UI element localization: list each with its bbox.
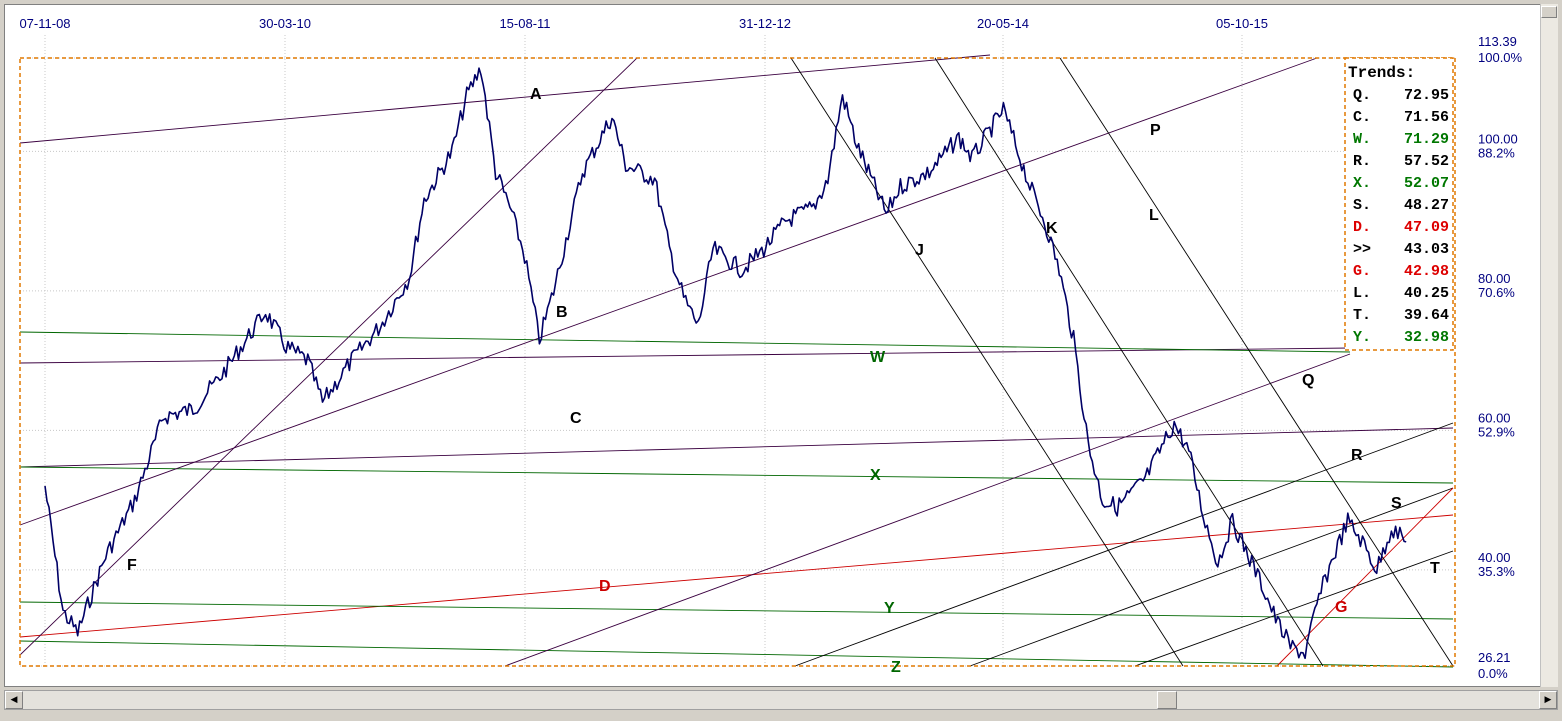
- trend-line: [1276, 487, 1454, 667]
- legend-entry-name: X.: [1353, 175, 1371, 192]
- legend-box: [1344, 57, 1454, 351]
- trend-label-k: K: [1046, 220, 1058, 237]
- trends-legend: Trends: Q. 72.95 C. 71.56 W. 71.29 R. 57.52 X. 52.…: [1344, 57, 1454, 351]
- scroll-thumb[interactable]: [1157, 691, 1177, 709]
- legend-entry-value: 57.52: [1404, 153, 1449, 170]
- legend-entry-value: 42.98: [1404, 263, 1449, 280]
- trend-label-p: P: [1150, 122, 1161, 139]
- legend-entry-value: 72.95: [1404, 87, 1449, 104]
- trend-label-g: G: [1335, 599, 1347, 616]
- x-tick-label: 15-08-11: [499, 16, 550, 31]
- trend-label-z: Z: [891, 659, 901, 676]
- trend-labels: A B C D F G J K L P Q R S T W X Y Z: [127, 86, 1440, 676]
- legend-entry-name: >>: [1353, 241, 1371, 258]
- scroll-right-button[interactable]: ▶: [1539, 691, 1557, 709]
- legend-entry-name: L.: [1353, 285, 1371, 302]
- x-tick-labels: 07-11-08 30-03-10 15-08-11 31-12-12 20-05-14…: [19, 16, 1268, 31]
- legend-entry-value: 39.64: [1404, 307, 1449, 324]
- x-tick-label: 20-05-14: [977, 16, 1029, 31]
- legend-entry-name: D.: [1353, 219, 1371, 236]
- y-tick-percent: 88.2%: [1478, 145, 1515, 160]
- trend-label-s: S: [1391, 495, 1402, 512]
- legend-entry-value: 52.07: [1404, 175, 1449, 192]
- trend-label-w: W: [870, 349, 886, 366]
- trend-label-a: A: [530, 86, 542, 103]
- y-tick-price: 40.00: [1478, 550, 1511, 565]
- legend-entry-name: G.: [1353, 263, 1371, 280]
- legend-entry-name: Q.: [1353, 87, 1371, 104]
- trend-line: [19, 466, 1454, 484]
- legend-entry-name: T.: [1353, 307, 1371, 324]
- trend-line: [969, 487, 1454, 667]
- y-tick-percent: 70.6%: [1478, 285, 1515, 300]
- trend-line: [504, 353, 1351, 667]
- trend-line: [19, 347, 1351, 364]
- legend-entry-value: 40.25: [1404, 285, 1449, 302]
- price-series-line: [44, 67, 1407, 660]
- trend-label-f: F: [127, 557, 137, 574]
- legend-entry-value: 71.56: [1404, 109, 1449, 126]
- y-tick-price: 100.00: [1478, 131, 1518, 146]
- x-tick-label: 30-03-10: [259, 16, 311, 31]
- y-tick-price: 113.39: [1478, 34, 1517, 49]
- legend-entry-value: 43.03: [1404, 241, 1449, 258]
- horizontal-scrollbar[interactable]: ◀ ▶: [4, 690, 1558, 710]
- trend-line: [19, 427, 1454, 468]
- y-tick-price: 26.21: [1478, 650, 1511, 665]
- trend-label-j: J: [915, 242, 924, 259]
- trend-line: [19, 640, 1454, 668]
- trend-line: [19, 57, 638, 656]
- trend-line: [19, 514, 1454, 638]
- trend-line: [1059, 57, 1454, 667]
- trend-lines: [19, 54, 1454, 668]
- trend-line: [794, 422, 1454, 667]
- legend-entry-value: 47.09: [1404, 219, 1449, 236]
- trend-label-y: Y: [884, 600, 895, 617]
- legend-entry-name: Y.: [1353, 329, 1371, 346]
- trend-label-t: T: [1430, 560, 1440, 577]
- legend-entry-name: S.: [1353, 197, 1371, 214]
- y-tick-percent: 52.9%: [1478, 424, 1515, 439]
- legend-entry-value: 71.29: [1404, 131, 1449, 148]
- legend-entry-name: W.: [1353, 131, 1371, 148]
- trend-label-d: D: [599, 578, 611, 595]
- chart-panel: 07-11-08 30-03-10 15-08-11 31-12-12 20-05-14…: [4, 4, 1558, 687]
- trend-line: [934, 57, 1324, 667]
- trend-line: [790, 57, 1184, 667]
- right-side-strip: [1540, 4, 1558, 687]
- x-tick-label: 31-12-12: [739, 16, 791, 31]
- x-tick-label: 05-10-15: [1216, 16, 1268, 31]
- trend-label-l: L: [1149, 207, 1159, 224]
- trend-label-c: C: [570, 410, 582, 427]
- y-tick-percent: 0.0%: [1478, 666, 1508, 681]
- trend-line: [19, 331, 1351, 353]
- legend-title: Trends:: [1348, 64, 1415, 82]
- trend-label-r: R: [1351, 447, 1363, 464]
- trend-label-b: B: [556, 304, 568, 321]
- trend-line: [19, 57, 1318, 526]
- trend-line: [19, 601, 1454, 620]
- trend-line: [1134, 550, 1454, 667]
- y-tick-price: 80.00: [1478, 271, 1511, 286]
- arrow-right-icon: ▶: [1544, 695, 1552, 705]
- y-tick-price: 60.00: [1478, 410, 1511, 425]
- plot-frame: [19, 57, 1456, 667]
- trend-label-q: Q: [1302, 372, 1314, 389]
- price-chart: 07-11-08 30-03-10 15-08-11 31-12-12 20-05-14…: [19, 16, 1523, 681]
- y-tick-percent: 100.0%: [1478, 50, 1523, 65]
- x-tick-label: 07-11-08: [19, 16, 70, 31]
- side-scroll-button[interactable]: [1541, 6, 1557, 18]
- legend-entry-value: 48.27: [1404, 197, 1449, 214]
- legend-entry-value: 32.98: [1404, 329, 1449, 346]
- trend-label-x: X: [870, 467, 881, 484]
- legend-entry-name: R.: [1353, 153, 1371, 170]
- legend-entry-name: C.: [1353, 109, 1371, 126]
- scroll-left-button[interactable]: ◀: [5, 691, 23, 709]
- trend-line: [19, 54, 991, 144]
- arrow-left-icon: ◀: [10, 695, 18, 705]
- y-tick-percent: 35.3%: [1478, 564, 1515, 579]
